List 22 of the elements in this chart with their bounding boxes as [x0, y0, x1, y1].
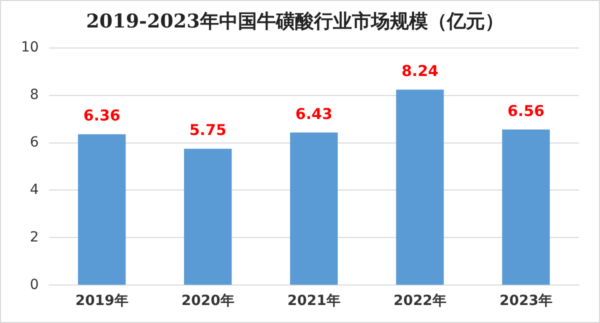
y-tick-label: 2 — [30, 229, 39, 246]
x-tick-label: 2021年 — [287, 293, 340, 310]
data-label: 6.43 — [295, 104, 332, 123]
bar — [78, 134, 126, 285]
x-tick-label: 2023年 — [499, 293, 552, 310]
bar — [502, 129, 550, 285]
y-tick-label: 0 — [30, 276, 39, 293]
x-tick-label: 2022年 — [393, 293, 446, 310]
x-tick-label: 2019年 — [75, 293, 128, 310]
y-tick-label: 4 — [30, 182, 39, 198]
bar — [396, 90, 444, 285]
chart-title: 2019-2023年中国牛磺酸行业市场规模（亿元） — [86, 10, 504, 32]
x-tick-label: 2020年 — [181, 293, 234, 310]
y-tick-label: 8 — [30, 86, 39, 103]
bar — [184, 148, 232, 285]
data-label: 6.56 — [507, 102, 544, 120]
data-label: 8.24 — [401, 62, 438, 80]
y-tick-label: 6 — [30, 134, 39, 150]
bar — [290, 132, 338, 285]
data-label: 5.75 — [189, 121, 226, 140]
data-label: 6.36 — [83, 106, 120, 125]
y-tick-label: 10 — [20, 39, 39, 56]
